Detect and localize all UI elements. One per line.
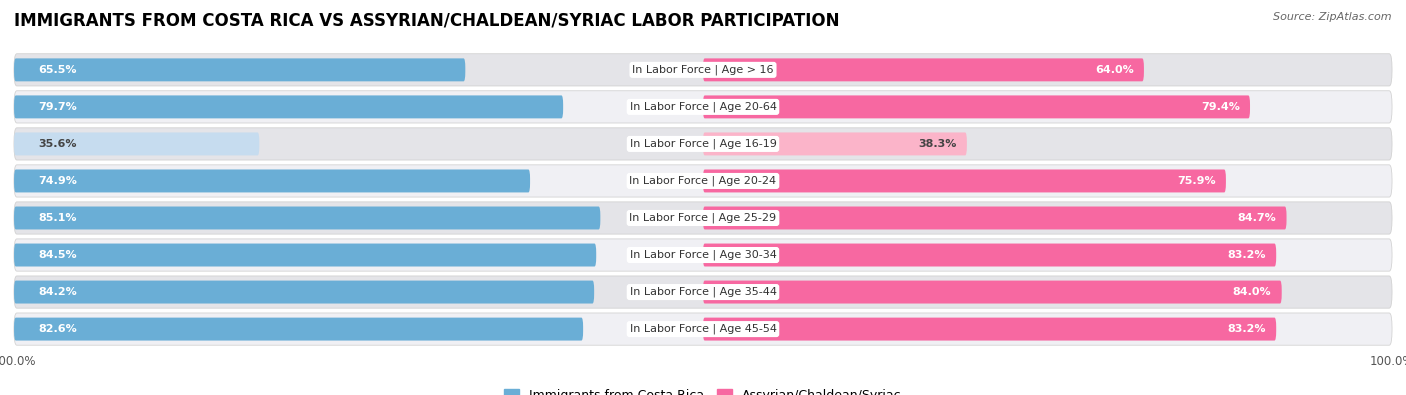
Text: 82.6%: 82.6% (38, 324, 77, 334)
Text: In Labor Force | Age 20-24: In Labor Force | Age 20-24 (630, 176, 776, 186)
FancyBboxPatch shape (14, 169, 530, 192)
FancyBboxPatch shape (703, 207, 1286, 229)
FancyBboxPatch shape (14, 244, 596, 267)
Text: 75.9%: 75.9% (1177, 176, 1216, 186)
Text: IMMIGRANTS FROM COSTA RICA VS ASSYRIAN/CHALDEAN/SYRIAC LABOR PARTICIPATION: IMMIGRANTS FROM COSTA RICA VS ASSYRIAN/C… (14, 12, 839, 30)
Text: 83.2%: 83.2% (1227, 250, 1265, 260)
Text: 84.0%: 84.0% (1233, 287, 1271, 297)
Text: Source: ZipAtlas.com: Source: ZipAtlas.com (1274, 12, 1392, 22)
FancyBboxPatch shape (703, 244, 1277, 267)
Text: In Labor Force | Age 20-64: In Labor Force | Age 20-64 (630, 102, 776, 112)
FancyBboxPatch shape (14, 132, 259, 155)
Text: 84.2%: 84.2% (38, 287, 77, 297)
FancyBboxPatch shape (14, 165, 1392, 197)
Text: In Labor Force | Age 25-29: In Labor Force | Age 25-29 (630, 213, 776, 223)
FancyBboxPatch shape (14, 128, 1392, 160)
FancyBboxPatch shape (14, 207, 600, 229)
FancyBboxPatch shape (14, 313, 1392, 345)
FancyBboxPatch shape (703, 58, 1144, 81)
Text: 38.3%: 38.3% (918, 139, 956, 149)
Text: 83.2%: 83.2% (1227, 324, 1265, 334)
FancyBboxPatch shape (703, 132, 967, 155)
Text: 85.1%: 85.1% (38, 213, 77, 223)
Text: 84.7%: 84.7% (1237, 213, 1277, 223)
Text: 79.7%: 79.7% (38, 102, 77, 112)
FancyBboxPatch shape (703, 280, 1282, 303)
Text: 74.9%: 74.9% (38, 176, 77, 186)
Text: In Labor Force | Age > 16: In Labor Force | Age > 16 (633, 65, 773, 75)
Text: 79.4%: 79.4% (1201, 102, 1240, 112)
Text: In Labor Force | Age 30-34: In Labor Force | Age 30-34 (630, 250, 776, 260)
FancyBboxPatch shape (14, 96, 564, 118)
FancyBboxPatch shape (14, 239, 1392, 271)
FancyBboxPatch shape (703, 169, 1226, 192)
FancyBboxPatch shape (14, 280, 595, 303)
Text: 84.5%: 84.5% (38, 250, 77, 260)
Text: 64.0%: 64.0% (1095, 65, 1133, 75)
Text: In Labor Force | Age 35-44: In Labor Force | Age 35-44 (630, 287, 776, 297)
FancyBboxPatch shape (14, 202, 1392, 234)
Text: In Labor Force | Age 16-19: In Labor Force | Age 16-19 (630, 139, 776, 149)
Text: In Labor Force | Age 45-54: In Labor Force | Age 45-54 (630, 324, 776, 334)
Legend: Immigrants from Costa Rica, Assyrian/Chaldean/Syriac: Immigrants from Costa Rica, Assyrian/Cha… (499, 384, 907, 395)
Text: 35.6%: 35.6% (38, 139, 77, 149)
FancyBboxPatch shape (14, 54, 1392, 86)
FancyBboxPatch shape (703, 318, 1277, 340)
FancyBboxPatch shape (14, 276, 1392, 308)
FancyBboxPatch shape (14, 91, 1392, 123)
FancyBboxPatch shape (14, 58, 465, 81)
Text: 65.5%: 65.5% (38, 65, 77, 75)
FancyBboxPatch shape (14, 318, 583, 340)
FancyBboxPatch shape (703, 96, 1250, 118)
